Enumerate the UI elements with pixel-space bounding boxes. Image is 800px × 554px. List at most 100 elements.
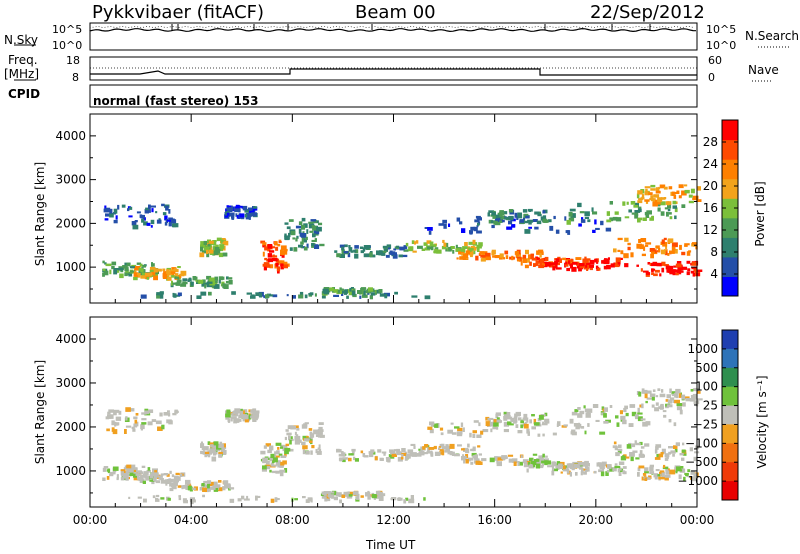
velocity-echo-cell bbox=[693, 400, 700, 405]
power-echo-cell bbox=[676, 261, 682, 264]
power-echo-cell bbox=[651, 272, 654, 275]
velocity-colorbar-cell bbox=[722, 405, 738, 425]
velocity-colorbar-cell bbox=[722, 424, 738, 444]
velocity-echo-cell bbox=[655, 402, 659, 406]
power-echo-cell bbox=[559, 258, 562, 263]
power-echo-cell bbox=[457, 248, 464, 252]
velocity-echo-cell bbox=[341, 451, 344, 454]
velocity-echo-cell bbox=[148, 409, 154, 413]
velocity-echo-cell bbox=[223, 449, 227, 455]
nave-label: Nave bbox=[748, 63, 779, 77]
power-echo-cell bbox=[354, 253, 359, 259]
power-echo-cell bbox=[664, 250, 668, 256]
velocity-echo-cell bbox=[533, 418, 537, 424]
power-echo-cell bbox=[672, 249, 678, 254]
velocity-echo-cell bbox=[661, 448, 666, 454]
velocity-echo-cell bbox=[113, 410, 117, 416]
velocity-echo-cell bbox=[199, 487, 205, 491]
power-echo-cell bbox=[235, 204, 240, 208]
velocity-echo-cell bbox=[646, 397, 653, 400]
velocity-echo-cell bbox=[478, 461, 483, 465]
power-echo-cell bbox=[684, 244, 688, 247]
velocity-echo-cell bbox=[207, 441, 211, 445]
nsky-label: N.Sky bbox=[4, 33, 39, 47]
power-echo-cell bbox=[548, 262, 555, 266]
velocity-echo-cell bbox=[573, 463, 580, 469]
velocity-echo-cell bbox=[664, 474, 671, 478]
power-echo-cell bbox=[499, 217, 504, 221]
velocity-echo-cell bbox=[276, 460, 281, 466]
power-echo-cell bbox=[140, 275, 146, 279]
velocity-echo-cell bbox=[301, 441, 306, 446]
xaxis-tick-label: 20:00 bbox=[579, 513, 614, 527]
velocity-echo-cell bbox=[401, 454, 404, 457]
power-echo-cell bbox=[660, 197, 666, 200]
velocity-echo-cell bbox=[348, 494, 353, 497]
velocity-echo-cell bbox=[556, 461, 561, 466]
velocity-echo-cell bbox=[290, 436, 293, 440]
velocity-echo-cell bbox=[377, 449, 382, 453]
velocity-echo-cell bbox=[622, 455, 625, 458]
velocity-echo-cell bbox=[618, 467, 622, 471]
velocity-echo-cell bbox=[383, 453, 386, 456]
power-echo-cell bbox=[445, 248, 449, 252]
velocity-echo-cell bbox=[372, 451, 376, 455]
velocity-echo-cell bbox=[209, 442, 212, 445]
power-echo-cell bbox=[540, 262, 543, 267]
velocity-ytick-label: 1000 bbox=[55, 464, 86, 478]
velocity-echo-cell bbox=[200, 444, 204, 447]
velocity-echo-cell bbox=[497, 457, 504, 461]
velocity-echo-cell bbox=[592, 404, 599, 408]
velocity-echo-cell bbox=[655, 444, 662, 448]
power-echo-cell bbox=[303, 223, 308, 228]
velocity-echo-cell bbox=[118, 410, 122, 415]
power-echo-cell bbox=[104, 218, 109, 221]
velocity-echo-cell bbox=[396, 450, 401, 456]
velocity-echo-cell bbox=[578, 422, 581, 426]
velocity-echo-cell bbox=[465, 448, 470, 454]
power-echo-cell bbox=[182, 278, 188, 282]
velocity-echo-cell bbox=[583, 471, 587, 475]
power-echo-cell bbox=[675, 272, 679, 276]
power-echo-cell bbox=[479, 251, 485, 255]
velocity-echo-cell bbox=[353, 456, 356, 461]
power-echo-cell bbox=[177, 266, 181, 269]
xaxis-label: Time UT bbox=[366, 538, 416, 552]
velocity-echo-cell bbox=[648, 475, 652, 479]
velocity-echo-cell bbox=[352, 449, 355, 454]
velocity-echo-cell bbox=[676, 403, 683, 407]
power-echo-cell bbox=[524, 264, 529, 269]
power-echo-cell bbox=[475, 255, 479, 261]
power-echo-cell bbox=[645, 272, 651, 275]
power-echo-cell bbox=[226, 276, 229, 280]
velocity-echo-cell bbox=[206, 452, 213, 455]
power-echo-cell bbox=[672, 271, 676, 276]
velocity-echo-cell bbox=[617, 444, 622, 449]
velocity-colorbar-tick-label: 1000 bbox=[687, 342, 718, 356]
power-echo-cell bbox=[555, 229, 560, 234]
velocity-echo-cell bbox=[178, 495, 181, 498]
velocity-echo-cell bbox=[659, 393, 666, 398]
velocity-echo-cell bbox=[111, 420, 115, 426]
velocity-echo-cell bbox=[668, 446, 674, 449]
velocity-echo-cell bbox=[218, 480, 222, 483]
velocity-echo-cell bbox=[473, 460, 477, 464]
velocity-echo-cell bbox=[623, 407, 627, 413]
velocity-echo-cell bbox=[147, 421, 153, 426]
velocity-echo-cell bbox=[659, 470, 665, 473]
velocity-echo-cell bbox=[321, 491, 327, 495]
velocity-echo-cell bbox=[566, 463, 572, 468]
velocity-echo-cell bbox=[302, 435, 308, 440]
velocity-echo-cell bbox=[492, 426, 497, 430]
velocity-echo-cell bbox=[545, 460, 552, 465]
velocity-echo-cell bbox=[128, 496, 131, 499]
velocity-echo-cell bbox=[603, 407, 608, 412]
power-echo-cell bbox=[150, 225, 153, 228]
velocity-echo-cell bbox=[555, 464, 561, 468]
velocity-echo-cell bbox=[219, 441, 223, 445]
freq-tick-bottom: 8 bbox=[72, 71, 79, 84]
power-echo-cell bbox=[156, 292, 161, 296]
power-echo-cell bbox=[147, 209, 151, 213]
date-title: 22/Sep/2012 bbox=[590, 2, 705, 23]
